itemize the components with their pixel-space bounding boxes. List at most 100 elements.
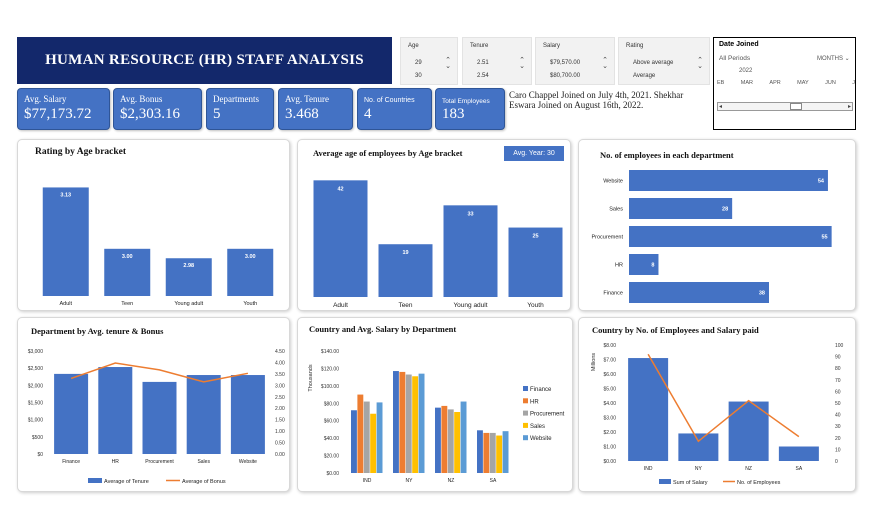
kpi-avg-salary: Avg. Salary $77,173.72 <box>17 88 110 130</box>
country-salary-chart: $140.00 $120.00 $100.00 $80.00 $60.00 $40.00 $… <box>308 349 565 484</box>
slicer-rating[interactable]: Rating Above average Average ⌃ ⌄ <box>618 37 710 85</box>
chart-title: No. of employees in each department <box>600 150 734 160</box>
y-right-tick-label: 1.50 <box>275 418 285 424</box>
y-right-tick-label: 0.50 <box>275 441 285 447</box>
y-tick-label: $0.00 <box>326 471 339 477</box>
panel-tenure-bonus: Department by Avg. tenure & Bonus $3,000… <box>17 317 290 492</box>
timeline-month[interactable]: MAY <box>797 80 809 86</box>
y-left-tick-label: $4.00 <box>603 401 616 407</box>
legend-label: Sales <box>530 424 545 430</box>
data-label: 55 <box>822 235 828 241</box>
spinner-icon[interactable]: ⌃ ⌄ <box>445 57 451 70</box>
bar <box>351 410 357 473</box>
kpi-departments: Departments 5 <box>206 88 274 130</box>
legend-swatch <box>659 479 671 484</box>
line-series <box>70 362 249 383</box>
slicer-tenure[interactable]: Tenure 2.51 2.54 ⌃ ⌄ <box>462 37 532 85</box>
spinner-icon[interactable]: ⌃ ⌄ <box>602 57 608 70</box>
scroll-right-icon[interactable]: ▸ <box>847 104 851 110</box>
bar <box>778 446 819 461</box>
slicer-salary[interactable]: Salary $79,570.00 $80,700.00 ⌃ ⌄ <box>535 37 615 85</box>
bar <box>186 375 221 454</box>
legend-label: Procurement <box>530 412 565 418</box>
x-tick-label: NZ <box>745 466 752 472</box>
y-right-tick-label: 2.00 <box>275 406 285 412</box>
bar <box>483 432 490 473</box>
bar <box>98 367 133 454</box>
bar <box>443 205 498 297</box>
timeline-month[interactable]: MAR <box>740 80 753 86</box>
y-tick-label: $20.00 <box>324 454 340 460</box>
y-right-tick-label: 0 <box>835 459 838 465</box>
timeline-month[interactable]: EB <box>717 80 725 86</box>
kpi-value: $2,303.16 <box>120 106 180 122</box>
kpi-avg-bonus: Avg. Bonus $2,303.16 <box>113 88 202 130</box>
slicer-value-max: 2.54 <box>477 73 489 79</box>
y-left-tick-label: $7.00 <box>603 358 616 364</box>
chevron-down-icon: ⌄ <box>844 56 850 62</box>
x-tick-label: Website <box>239 459 257 465</box>
bar <box>629 198 733 219</box>
y-left-tick-label: $2.00 <box>603 430 616 436</box>
y-left-tick-label: $0.00 <box>603 459 616 465</box>
timeline-month[interactable]: J <box>852 80 855 86</box>
y-tick-label: Sales <box>609 207 623 213</box>
chart-title: Department by Avg. tenure & Bonus <box>31 326 164 336</box>
panel-avg-age: Average age of employees by Age bracket … <box>297 139 571 311</box>
spinner-icon[interactable]: ⌃ ⌄ <box>519 57 525 70</box>
avg-age-chart: 42 Adult 19 Teen 33 Young adult 25 Youth <box>313 180 563 309</box>
avg-year-badge: Avg. Year: 30 <box>504 146 564 161</box>
y-left-tick-label: $500 <box>32 435 43 441</box>
kpi-value: 3.468 <box>285 106 319 122</box>
x-tick-label: Adult <box>333 302 348 309</box>
bar <box>629 282 769 303</box>
y-tick-label: $100.00 <box>321 384 339 390</box>
kpi-value: 5 <box>213 106 221 122</box>
bar <box>508 227 563 297</box>
y-left-tick-label: $5.00 <box>603 387 616 393</box>
x-tick-label: Young adult <box>453 302 487 309</box>
bar <box>454 412 461 473</box>
y-tick-label: HR <box>615 263 623 269</box>
panel-dept-count: No. of employees in each department 54 We… <box>578 139 856 311</box>
date-joined-timeline[interactable]: Date Joined All Periods MONTHS ⌄ 2022 EB… <box>713 37 856 130</box>
legend-swatch <box>88 478 102 483</box>
x-tick-label: HR <box>112 459 120 465</box>
bar <box>313 180 368 297</box>
scrollbar-thumb[interactable] <box>790 103 802 110</box>
data-label: 42 <box>337 186 343 192</box>
y-left-tick-label: $3.00 <box>603 416 616 422</box>
timeline-scrollbar[interactable]: ◂ ▸ <box>717 102 853 111</box>
kpi-label: Avg. Tenure <box>285 94 330 104</box>
x-tick-label: SA <box>490 478 497 484</box>
bar <box>142 381 177 454</box>
bar <box>165 258 212 296</box>
data-label: 54 <box>818 179 825 185</box>
timeline-period: All Periods <box>719 55 751 62</box>
kpi-avg-tenure: Avg. Tenure 3.468 <box>278 88 353 130</box>
chart-title: Rating by Age bracket <box>35 147 127 157</box>
bar <box>363 401 370 473</box>
panel-rating-by-age: Rating by Age bracket 3.13 Adult 3.00 Teen 2… <box>17 139 290 311</box>
y-right-tick-label: 40 <box>835 413 841 419</box>
bar <box>628 358 669 461</box>
x-tick-label: Finance <box>62 459 80 465</box>
y-right-tick-label: 50 <box>835 401 841 407</box>
kpi-label: Departments <box>213 94 259 104</box>
legend-label: HR <box>530 399 539 405</box>
y-right-tick-label: 90 <box>835 355 841 361</box>
timeline-month[interactable]: JUN <box>825 80 836 86</box>
scroll-left-icon[interactable]: ◂ <box>719 104 723 110</box>
spinner-icon[interactable]: ⌃ ⌄ <box>697 57 703 70</box>
x-tick-label: Adult <box>59 301 72 307</box>
tenure-bonus-chart: $3,000 $2,500 $2,000 $1,500 $1,000 $500 $0 4.50… <box>28 349 285 485</box>
bar <box>489 432 496 473</box>
bar <box>399 371 406 473</box>
slicer-age[interactable]: Age 29 30 ⌃ ⌄ <box>400 37 458 85</box>
timeline-month[interactable]: APR <box>769 80 781 86</box>
timeline-unit-select[interactable]: MONTHS ⌄ <box>817 55 850 62</box>
x-tick-label: IND <box>363 478 372 484</box>
bar <box>418 373 425 473</box>
kpi-value: $77,173.72 <box>24 106 92 122</box>
y-right-tick-label: 80 <box>835 366 841 372</box>
